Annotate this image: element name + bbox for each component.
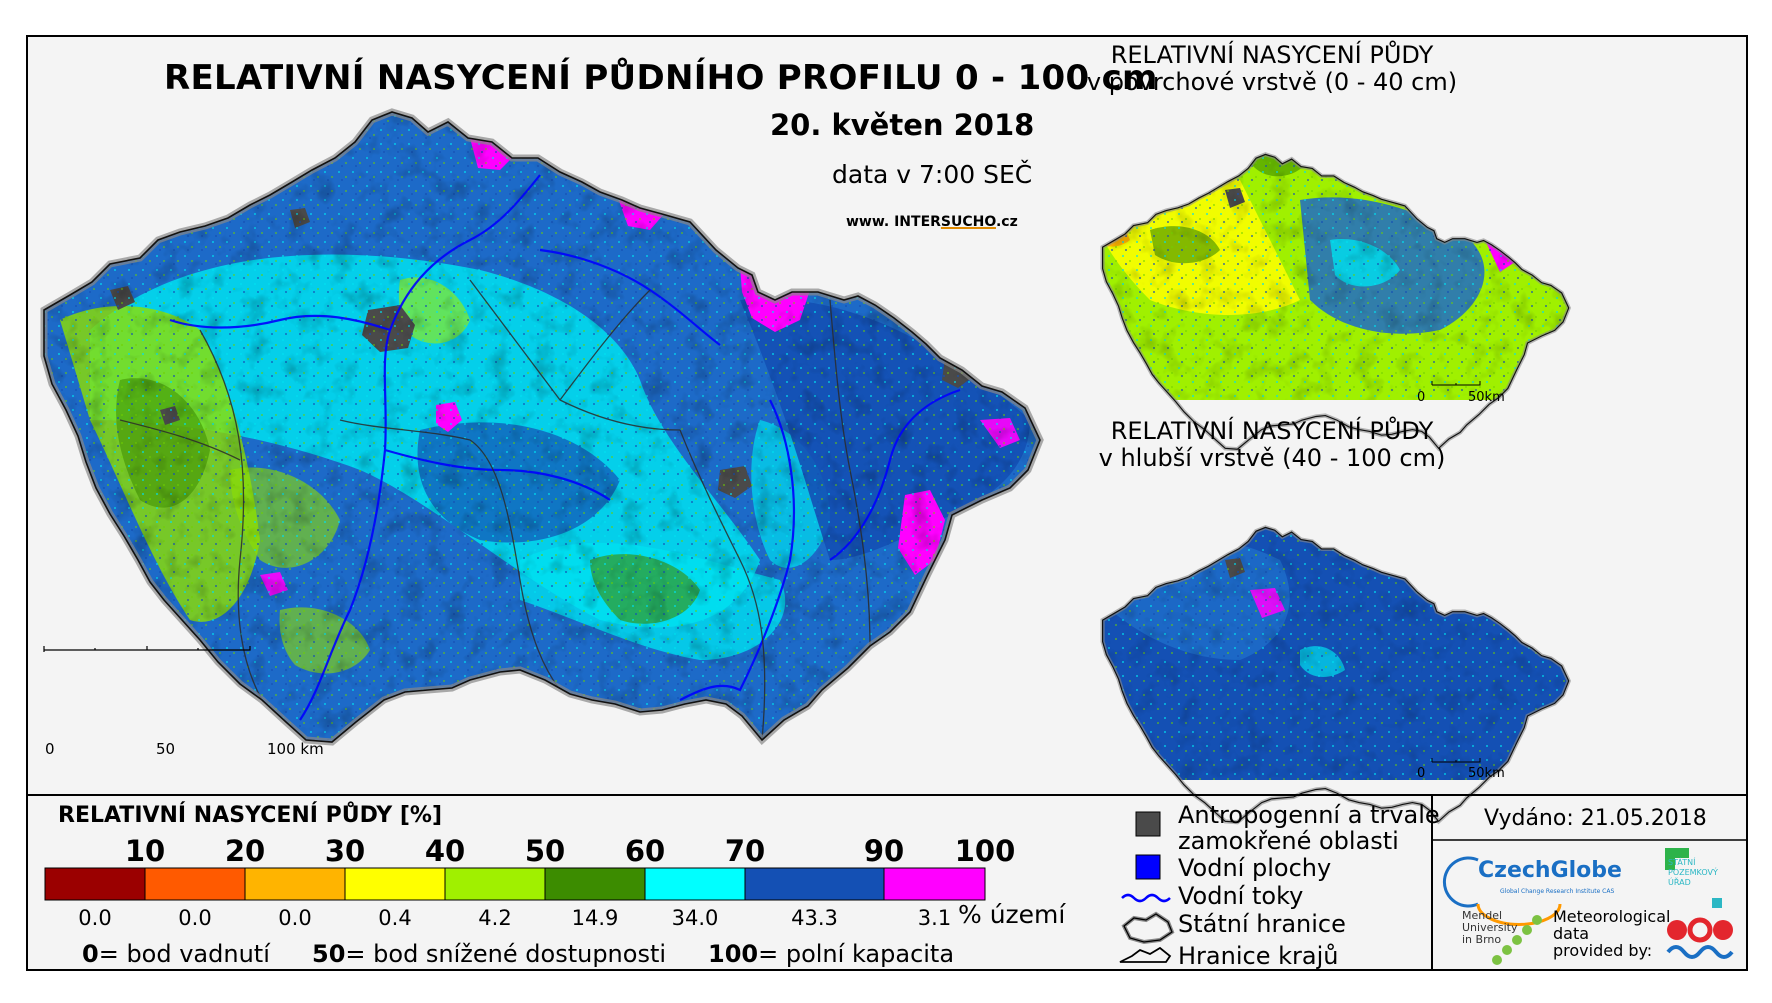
legend-percent-6: 34.0	[671, 906, 719, 930]
symbol-label-state-border: Státní hranice	[1178, 910, 1346, 938]
legend-percent-7: 43.3	[791, 906, 838, 930]
symbol-label-urban-line1: Antropogenní a trvale	[1178, 801, 1440, 829]
inset2-title-line2: v hlubší vrstvě (40 - 100 cm)	[1098, 444, 1446, 472]
legend-color-class-5	[544, 867, 646, 901]
logo-met-line1: Meteorological	[1553, 907, 1671, 926]
legend-color-class-6	[644, 867, 746, 901]
legend-color-class-7	[744, 867, 885, 901]
logo-mendel-line3: in Brno	[1462, 933, 1502, 946]
logo-czechglobe	[1442, 856, 1562, 926]
legend-color-class-1	[144, 867, 246, 901]
logo-mendel-text: Mendel University in Brno	[1462, 910, 1518, 946]
scale-tick-50: 50	[156, 740, 176, 758]
inset1-title: RELATIVNÍ NASYCENÍ PŮDY v povrchové vrst…	[1072, 42, 1472, 96]
logo-mendel-line1: Mendel	[1462, 909, 1503, 922]
website-highlight: SUCHO	[940, 214, 996, 230]
symbol-icons	[1119, 811, 1175, 963]
inset2-scale-0: 0	[1417, 766, 1426, 781]
logo-czechglobe-subtext: Global Change Research Institute CAS	[1500, 888, 1615, 895]
inset1-title-line1: RELATIVNÍ NASYCENÍ PŮDY	[1110, 41, 1434, 69]
symbol-label-region-border: Hranice krajů	[1178, 942, 1339, 970]
legend-tick-90: 90	[863, 834, 905, 868]
legend-percent-4: 4.2	[478, 906, 512, 930]
inset2-scale-50: 50km	[1468, 766, 1505, 781]
legend-percent-0: 0.0	[78, 906, 112, 930]
legend-tick-50: 50	[524, 834, 566, 868]
legend-tick-70: 70	[724, 834, 766, 868]
region-outline-icon	[1119, 946, 1172, 963]
inset1-scale-bar	[1431, 381, 1481, 386]
legend-note-100: 100= polní kapacita	[708, 940, 954, 968]
note-0-text: = bod vadnutí	[98, 940, 270, 968]
country-outline-icon-inner	[1123, 913, 1173, 943]
website-prefix: www. INTER	[846, 214, 941, 230]
logo-met-text: Meteorological data provided by:	[1553, 908, 1670, 959]
logo-mendel	[1492, 915, 1542, 965]
wavy-line-icon	[1121, 893, 1171, 903]
logo-mendel-line2: University	[1462, 921, 1518, 934]
inset2-title-line1: RELATIVNÍ NASYCENÍ PŮDY	[1110, 417, 1434, 445]
legend-panel-lines	[27, 794, 1748, 970]
legend-color-ramp	[44, 867, 986, 901]
main-scale-bar	[43, 646, 251, 652]
logo-spu	[1665, 848, 1722, 908]
legend-note-0: 0= bod vadnutí	[82, 940, 270, 968]
map-date: 20. květen 2018	[770, 108, 1035, 142]
legend-percent-8: 3.1	[917, 906, 952, 930]
legend-color-class-2	[244, 867, 346, 901]
issued-date: Vydáno: 21.05.2018	[1484, 806, 1707, 831]
main-map	[30, 100, 1050, 760]
gray-square-icon	[1135, 811, 1161, 837]
legend-color-class-0	[44, 867, 146, 901]
legend-percent-1: 0.0	[178, 906, 212, 930]
note-50-text: = bod snížené dostupnosti	[345, 940, 667, 968]
website-suffix: .cz	[995, 214, 1018, 230]
symbol-label-rivers: Vodní toky	[1178, 882, 1304, 910]
note-100-text: = polní kapacita	[758, 940, 955, 968]
legend-color-class-8	[883, 867, 986, 901]
website-link[interactable]: www. INTERSUCHO.cz	[846, 214, 1018, 230]
map-title: RELATIVNÍ NASYCENÍ PŮDNÍHO PROFILU 0 - 1…	[164, 58, 1158, 98]
symbol-label-water-bodies: Vodní plochy	[1178, 854, 1332, 882]
logo-spu-line3: ÚŘAD	[1668, 878, 1691, 887]
legend-unit: % území	[958, 900, 1066, 929]
legend-color-class-3	[344, 867, 446, 901]
logo-czechglobe-text: CzechGlobe	[1478, 858, 1622, 883]
inset2-title: RELATIVNÍ NASYCENÍ PŮDY v hlubší vrstvě …	[1072, 418, 1472, 472]
legend-tick-30: 30	[324, 834, 366, 868]
legend-tick-100: 100	[954, 834, 1016, 868]
note-50-value: 50	[312, 940, 346, 968]
scale-tick-100: 100 km	[267, 740, 324, 758]
legend-tick-20: 20	[224, 834, 266, 868]
legend-note-50: 50= bod snížené dostupnosti	[312, 940, 666, 968]
inset1-scale-50: 50km	[1468, 390, 1505, 405]
legend-percent-2: 0.0	[278, 906, 312, 930]
legend-color-class-4	[444, 867, 546, 901]
logo-met-line3: provided by:	[1553, 941, 1653, 960]
logo-spu-text: STÁTNÍ POZEMKOVÝ ÚŘAD	[1668, 858, 1718, 888]
logo-met-line2: data	[1553, 924, 1590, 943]
legend-title: RELATIVNÍ NASYCENÍ PŮDY [%]	[58, 803, 443, 828]
logo-spu-line1: STÁTNÍ	[1668, 858, 1696, 867]
legend-tick-10: 10	[124, 834, 166, 868]
note-100-value: 100	[708, 940, 759, 968]
legend-tick-60: 60	[624, 834, 666, 868]
blue-square-icon	[1135, 854, 1161, 880]
data-time: data v 7:00 SEČ	[832, 160, 1033, 189]
scale-tick-0: 0	[45, 740, 55, 758]
inset2-scale-bar	[1431, 758, 1481, 763]
note-0-value: 0	[82, 940, 99, 968]
symbol-label-urban-line2: zamokřené oblasti	[1178, 827, 1399, 855]
symbol-label-urban: Antropogenní a trvale zamokřené oblasti	[1178, 802, 1440, 854]
inset1-scale-0: 0	[1417, 390, 1426, 405]
legend-tick-40: 40	[424, 834, 466, 868]
logo-spu-line2: POZEMKOVÝ	[1668, 868, 1718, 877]
logo-chmi	[1666, 917, 1734, 959]
legend-percent-3: 0.4	[378, 906, 412, 930]
inset1-title-line2: v povrchové vrstvě (0 - 40 cm)	[1086, 68, 1458, 96]
legend-percent-5: 14.9	[571, 906, 619, 930]
